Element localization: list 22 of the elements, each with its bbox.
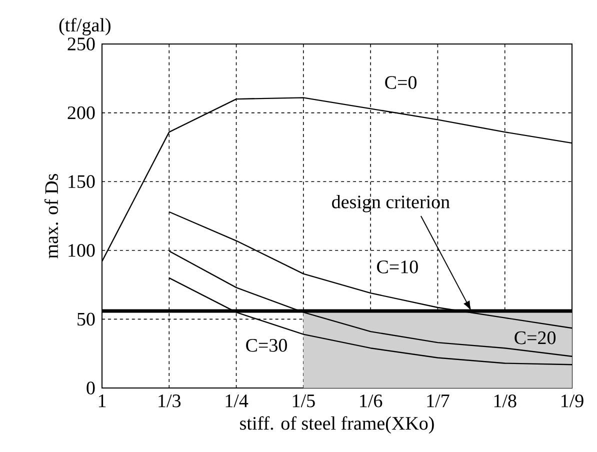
y-axis-title: max. of Ds bbox=[44, 174, 58, 258]
x-tick-label: 1/5 bbox=[292, 394, 315, 408]
x-tick-label: 1/9 bbox=[562, 394, 584, 408]
x-tick-label: 1/6 bbox=[360, 394, 382, 408]
x-tick-label: 1/8 bbox=[494, 394, 516, 408]
x-tick-label: 1/3 bbox=[158, 394, 181, 408]
series-label: C=30 bbox=[246, 338, 287, 352]
y-tick-label: 150 bbox=[68, 175, 95, 188]
ref-line-label: design criterion bbox=[332, 194, 450, 212]
x-tick-label: 1/7 bbox=[427, 394, 450, 408]
y-tick-label: 50 bbox=[78, 312, 95, 326]
y-tick-label: 250 bbox=[68, 38, 95, 50]
x-tick-label: 1/4 bbox=[226, 394, 248, 408]
x-tick-label: 1 bbox=[98, 394, 106, 408]
y-tick-label: 200 bbox=[68, 106, 95, 120]
y-tick-label: 0 bbox=[86, 382, 95, 394]
text: (tf/gal) bbox=[59, 18, 110, 36]
y-tick-label: 100 bbox=[68, 244, 95, 257]
series-label: C=0 bbox=[385, 76, 417, 89]
series-label: C=20 bbox=[514, 331, 556, 344]
x-axis-title: stiff. of steel frame(XKo) bbox=[240, 416, 434, 434]
series-label: C=10 bbox=[377, 260, 418, 274]
